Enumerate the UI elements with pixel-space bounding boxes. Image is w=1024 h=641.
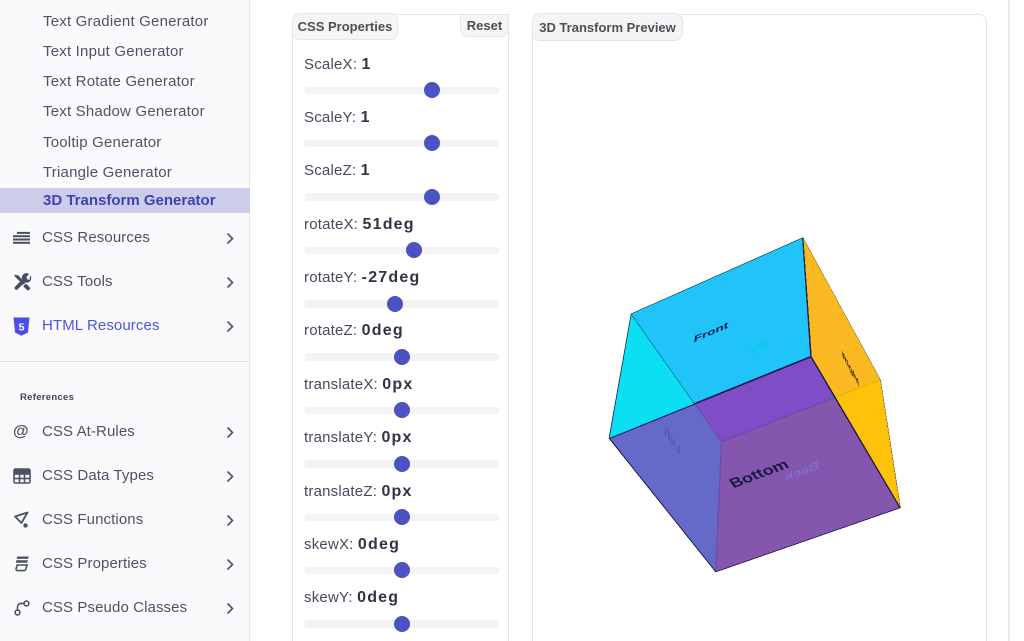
svg-text:5: 5 [19, 322, 25, 334]
